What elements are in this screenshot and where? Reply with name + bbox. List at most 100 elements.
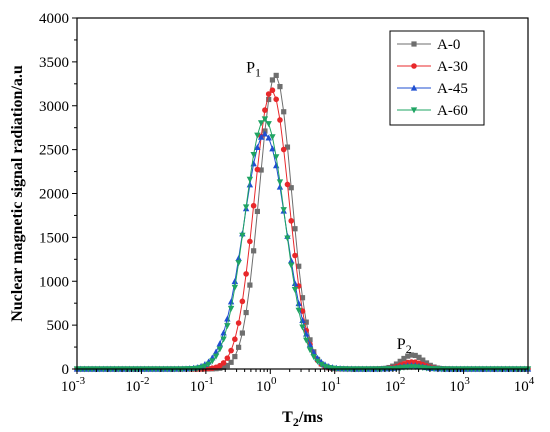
series-line: [77, 133, 528, 370]
data-point: [250, 152, 257, 159]
axes-layer: 0 500 1000 1500 2000 2500 3000 3500 4000 10-3 10-2…: [9, 11, 535, 429]
data-point: [397, 358, 403, 364]
series-A-60: [73, 116, 532, 373]
y-tick-label: 3000: [39, 99, 69, 115]
data-point: [280, 146, 287, 153]
data-point: [288, 262, 295, 269]
data-point: [265, 91, 272, 97]
data-point: [220, 360, 227, 366]
series-line: [77, 118, 528, 370]
data-point: [246, 181, 254, 188]
data-point: [258, 167, 264, 173]
data-point: [280, 207, 287, 214]
legend-item-A-45: A-45: [397, 81, 468, 97]
data-point: [228, 359, 234, 365]
data-point: [410, 84, 418, 91]
data-point: [257, 133, 265, 140]
data-point: [261, 116, 269, 123]
data-point: [284, 181, 291, 188]
data-point: [306, 347, 314, 354]
data-point: [242, 204, 250, 211]
data-point: [281, 109, 287, 115]
data-point: [201, 363, 208, 370]
data-point: [272, 154, 280, 161]
data-point: [243, 271, 249, 277]
legend-label: A-0: [437, 37, 460, 53]
data-point: [314, 358, 321, 365]
data-point: [246, 176, 254, 183]
x-axis-title: T2/ms: [282, 409, 323, 429]
legend-item-A-0: A-0: [397, 37, 460, 53]
data-point: [227, 305, 235, 312]
data-point: [420, 357, 426, 363]
data-point: [269, 134, 276, 141]
data-point: [228, 347, 234, 354]
x-tick-label: 102: [385, 375, 406, 395]
data-point: [197, 364, 205, 371]
data-point: [296, 263, 302, 269]
y-tick-label: 2500: [39, 143, 69, 159]
legend-item-A-60: A-60: [397, 103, 468, 119]
data-point: [423, 360, 430, 366]
annotations: P1 P2: [246, 59, 412, 355]
data-point: [291, 286, 299, 293]
data-point: [247, 238, 253, 245]
data-point: [250, 160, 257, 167]
data-point: [277, 83, 283, 90]
y-tick-label: 0: [62, 362, 70, 378]
data-point: [239, 330, 245, 336]
data-point: [220, 364, 227, 370]
x-tick-label: 101: [320, 375, 341, 395]
data-point: [416, 354, 422, 360]
data-point: [412, 352, 418, 359]
data-point: [235, 260, 242, 267]
data-point: [292, 226, 298, 232]
peak-label-2: P2: [397, 336, 412, 356]
data-point: [272, 162, 280, 169]
data-point: [405, 353, 411, 359]
data-point: [265, 134, 272, 141]
y-tick-label: 1000: [39, 274, 69, 290]
legend-item-A-30: A-30: [397, 59, 468, 75]
x-tick-label: 10-1: [190, 375, 214, 395]
data-point: [266, 96, 272, 103]
data-point: [250, 202, 257, 209]
y-tick-label: 3500: [39, 55, 69, 71]
data-point: [257, 120, 265, 127]
data-point: [212, 353, 220, 360]
data-point: [410, 107, 418, 114]
data-point: [254, 208, 260, 215]
data-point: [288, 257, 295, 264]
data-point: [299, 324, 306, 331]
series-A-45: [73, 130, 532, 372]
data-point: [288, 218, 295, 224]
legend-label: A-45: [437, 81, 468, 97]
data-point: [224, 362, 230, 369]
data-point: [254, 166, 261, 173]
data-point: [232, 336, 238, 343]
data-point: [295, 307, 302, 314]
data-point: [303, 337, 310, 344]
data-point: [232, 354, 238, 360]
data-point: [261, 130, 269, 137]
data-point: [269, 145, 276, 152]
data-point: [205, 361, 212, 368]
data-point: [235, 255, 242, 262]
data-point: [277, 117, 283, 123]
data-point: [276, 183, 284, 190]
data-point: [254, 132, 261, 139]
data-point: [224, 323, 231, 330]
data-point: [299, 295, 306, 301]
data-point: [227, 298, 235, 305]
data-point: [303, 319, 309, 325]
data-point: [231, 278, 239, 285]
legend-label: A-60: [437, 103, 468, 119]
data-point: [273, 72, 279, 79]
y-tick-label: 2000: [39, 187, 69, 203]
y-axis-title: Nuclear magnetic signal radiation/a.u: [9, 65, 26, 322]
data-point: [411, 63, 417, 69]
data-point: [276, 179, 284, 186]
y-tick-label: 1500: [39, 230, 69, 246]
legend-label: A-30: [437, 59, 468, 75]
data-point: [235, 320, 242, 326]
